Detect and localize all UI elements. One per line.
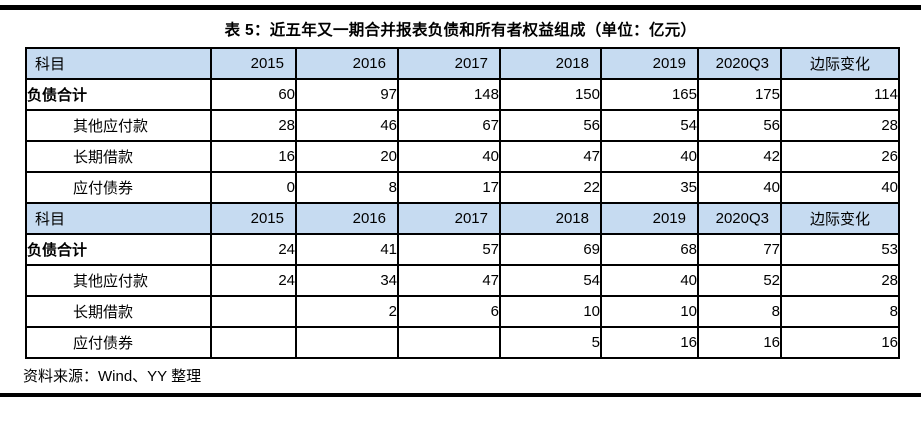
cell-value: 54 bbox=[600, 109, 699, 142]
cell-marginal-change: 26 bbox=[780, 140, 900, 173]
cell-value: 2 bbox=[295, 295, 399, 328]
cell-value: 16 bbox=[697, 326, 782, 359]
cell-value: 47 bbox=[397, 264, 501, 297]
cell-value: 40 bbox=[697, 171, 782, 204]
cell-value: 8 bbox=[295, 171, 399, 204]
row-label: 负债合计 bbox=[25, 233, 212, 266]
cell-value: 41 bbox=[295, 233, 399, 266]
column-header-subject: 科目 bbox=[25, 202, 212, 235]
row-total-liabilities: 负债合计 24 41 57 69 68 77 53 bbox=[25, 233, 900, 266]
cell-value: 17 bbox=[397, 171, 501, 204]
cell-value: 40 bbox=[397, 140, 501, 173]
cell-value bbox=[210, 326, 297, 359]
report-table-page: 表 5：近五年又一期合并报表负债和所有者权益组成（单位：亿元） 科目 2015 … bbox=[0, 5, 921, 438]
column-header-2019: 2019 bbox=[600, 47, 699, 80]
cell-value: 165 bbox=[600, 78, 699, 111]
section2-header-row: 科目 2015 2016 2017 2018 2019 2020Q3 边际变化 bbox=[25, 202, 900, 235]
cell-marginal-change: 28 bbox=[780, 264, 900, 297]
row-label: 负债合计 bbox=[25, 78, 212, 111]
cell-value: 46 bbox=[295, 109, 399, 142]
cell-value: 52 bbox=[697, 264, 782, 297]
column-header-2020q3: 2020Q3 bbox=[697, 202, 782, 235]
cell-value: 34 bbox=[295, 264, 399, 297]
cell-value: 47 bbox=[499, 140, 602, 173]
cell-value: 56 bbox=[697, 109, 782, 142]
cell-value: 56 bbox=[499, 109, 602, 142]
cell-value: 40 bbox=[600, 140, 699, 173]
cell-value: 16 bbox=[210, 140, 297, 173]
cell-value: 10 bbox=[499, 295, 602, 328]
cell-value: 0 bbox=[210, 171, 297, 204]
row-other-payables: 其他应付款 24 34 47 54 40 52 28 bbox=[25, 264, 900, 297]
cell-value: 54 bbox=[499, 264, 602, 297]
cell-value: 40 bbox=[600, 264, 699, 297]
bottom-divider-rule bbox=[0, 393, 921, 397]
cell-value: 24 bbox=[210, 233, 297, 266]
cell-value: 42 bbox=[697, 140, 782, 173]
cell-marginal-change: 16 bbox=[780, 326, 900, 359]
cell-value: 20 bbox=[295, 140, 399, 173]
row-label: 长期借款 bbox=[25, 140, 212, 173]
cell-value bbox=[397, 326, 501, 359]
cell-value: 8 bbox=[697, 295, 782, 328]
column-header-2015: 2015 bbox=[210, 47, 297, 80]
cell-value: 67 bbox=[397, 109, 501, 142]
row-long-term-loans: 长期借款 16 20 40 47 40 42 26 bbox=[25, 140, 900, 173]
cell-value: 24 bbox=[210, 264, 297, 297]
data-source-note: 资料来源：Wind、YY 整理 bbox=[23, 368, 202, 385]
cell-marginal-change: 8 bbox=[780, 295, 900, 328]
section1-header-row: 科目 2015 2016 2017 2018 2019 2020Q3 边际变化 bbox=[25, 47, 900, 80]
column-header-marginal-change: 边际变化 bbox=[780, 47, 900, 80]
row-bonds-payable: 应付债券 0 8 17 22 35 40 40 bbox=[25, 171, 900, 204]
cell-marginal-change: 114 bbox=[780, 78, 900, 111]
row-label: 长期借款 bbox=[25, 295, 212, 328]
cell-marginal-change: 28 bbox=[780, 109, 900, 142]
cell-value bbox=[295, 326, 399, 359]
cell-value: 60 bbox=[210, 78, 297, 111]
cell-value: 69 bbox=[499, 233, 602, 266]
liabilities-equity-table: 科目 2015 2016 2017 2018 2019 2020Q3 边际变化 … bbox=[25, 47, 900, 359]
table-title: 表 5：近五年又一期合并报表负债和所有者权益组成（单位：亿元） bbox=[224, 22, 697, 39]
cell-value: 35 bbox=[600, 171, 699, 204]
column-header-2016: 2016 bbox=[295, 47, 399, 80]
cell-value: 57 bbox=[397, 233, 501, 266]
column-header-2016: 2016 bbox=[295, 202, 399, 235]
cell-value bbox=[210, 295, 297, 328]
cell-marginal-change: 40 bbox=[780, 171, 900, 204]
column-header-2017: 2017 bbox=[397, 202, 501, 235]
column-header-2018: 2018 bbox=[499, 202, 602, 235]
row-other-payables: 其他应付款 28 46 67 56 54 56 28 bbox=[25, 109, 900, 142]
cell-value: 148 bbox=[397, 78, 501, 111]
row-label: 应付债券 bbox=[25, 326, 212, 359]
cell-value: 150 bbox=[499, 78, 602, 111]
cell-value: 22 bbox=[499, 171, 602, 204]
column-header-2018: 2018 bbox=[499, 47, 602, 80]
column-header-subject: 科目 bbox=[25, 47, 212, 80]
top-divider-rule bbox=[0, 5, 921, 10]
cell-value: 16 bbox=[600, 326, 699, 359]
cell-value: 6 bbox=[397, 295, 501, 328]
row-total-liabilities: 负债合计 60 97 148 150 165 175 114 bbox=[25, 78, 900, 111]
column-header-marginal-change: 边际变化 bbox=[780, 202, 900, 235]
column-header-2015: 2015 bbox=[210, 202, 297, 235]
column-header-2017: 2017 bbox=[397, 47, 501, 80]
column-header-2019: 2019 bbox=[600, 202, 699, 235]
cell-value: 175 bbox=[697, 78, 782, 111]
cell-value: 68 bbox=[600, 233, 699, 266]
row-bonds-payable: 应付债券 5 16 16 16 bbox=[25, 326, 900, 359]
cell-value: 77 bbox=[697, 233, 782, 266]
column-header-2020q3: 2020Q3 bbox=[697, 47, 782, 80]
row-label: 其他应付款 bbox=[25, 264, 212, 297]
cell-value: 97 bbox=[295, 78, 399, 111]
row-label: 其他应付款 bbox=[25, 109, 212, 142]
cell-marginal-change: 53 bbox=[780, 233, 900, 266]
cell-value: 10 bbox=[600, 295, 699, 328]
row-label: 应付债券 bbox=[25, 171, 212, 204]
cell-value: 28 bbox=[210, 109, 297, 142]
row-long-term-loans: 长期借款 2 6 10 10 8 8 bbox=[25, 295, 900, 328]
cell-value: 5 bbox=[499, 326, 602, 359]
